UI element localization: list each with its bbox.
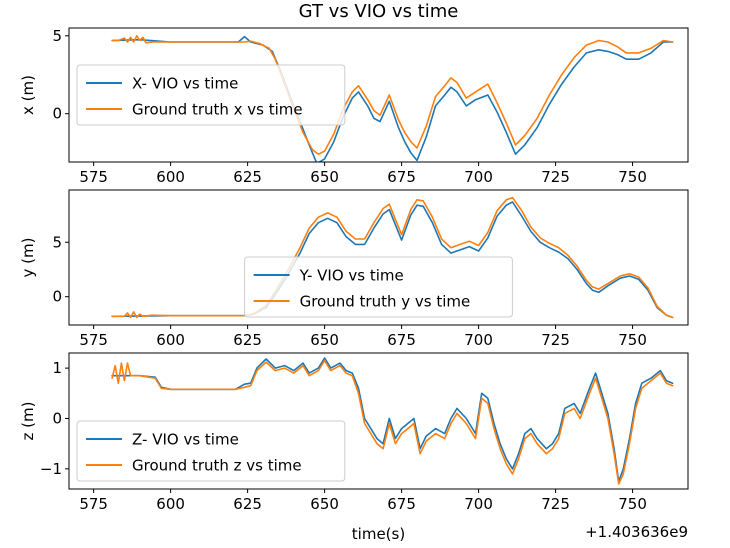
series-line-2-0 xyxy=(111,357,674,483)
y-tick-label: 1 xyxy=(52,359,62,377)
x-tick-label: 575 xyxy=(79,168,108,186)
y-tick-label: −1 xyxy=(40,460,62,478)
panel-0: 575 600 625 650 675 700 725 750 0 5 x (m) X- VIO vs… xyxy=(19,27,689,186)
legend-label: Z- VIO vs time xyxy=(132,431,239,449)
x-tick-label: 600 xyxy=(156,331,185,349)
series-group xyxy=(111,196,674,319)
y-axis-label: x (m) xyxy=(19,75,37,115)
x-tick-label: 725 xyxy=(541,331,570,349)
x-tick-label: 700 xyxy=(464,331,493,349)
x-tick-label: 650 xyxy=(310,495,339,513)
axes-frame xyxy=(68,27,689,163)
x-tick-label: 750 xyxy=(618,331,647,349)
x-tick-label: 600 xyxy=(156,168,185,186)
x-tick-label: 725 xyxy=(541,168,570,186)
y-tick-label: 0 xyxy=(52,105,62,123)
x-tick-label: 675 xyxy=(387,495,416,513)
x-tick-label: 600 xyxy=(156,495,185,513)
y-tick-label: 5 xyxy=(52,27,62,45)
panel-2: 575 600 625 650 675 700 725 750 −1 0 1 z (m) Z- VIO … xyxy=(19,352,689,513)
legend: Y- VIO vs time Ground truth y vs time xyxy=(244,256,513,318)
chart-title: GT vs VIO vs time xyxy=(299,1,459,22)
x-tick-label: 575 xyxy=(79,331,108,349)
x-tick-label: 700 xyxy=(464,168,493,186)
legend-label: Y- VIO vs time xyxy=(299,267,404,285)
x-tick-label: 625 xyxy=(233,168,262,186)
x-tick-label: 625 xyxy=(233,495,262,513)
series-line-1-1 xyxy=(111,196,674,319)
legend-label: Ground truth z vs time xyxy=(132,457,302,475)
x-offset-label: +1.403636e9 xyxy=(585,523,688,541)
x-tick-label: 725 xyxy=(541,495,570,513)
x-axis-label: time(s) xyxy=(352,525,405,543)
x-tick-label: 625 xyxy=(233,331,262,349)
series-line-0-1 xyxy=(111,35,674,155)
x-tick-label: 750 xyxy=(618,168,647,186)
y-axis-label: y (m) xyxy=(19,238,37,278)
x-tick-label: 650 xyxy=(310,168,339,186)
y-axis-label: z (m) xyxy=(19,402,37,441)
legend-box xyxy=(244,256,513,318)
x-tick-label: 750 xyxy=(618,495,647,513)
y-tick-label: 0 xyxy=(52,288,62,306)
series-line-1-0 xyxy=(111,201,674,319)
x-tick-label: 650 xyxy=(310,331,339,349)
x-tick-label: 675 xyxy=(387,331,416,349)
axes-frame xyxy=(68,352,689,490)
series-group xyxy=(111,357,674,485)
legend-box xyxy=(76,64,346,126)
legend: X- VIO vs time Ground truth x vs time xyxy=(76,64,346,126)
axes-frame xyxy=(68,189,689,326)
x-tick-label: 675 xyxy=(387,168,416,186)
legend-label: X- VIO vs time xyxy=(132,75,238,93)
x-tick-label: 575 xyxy=(79,495,108,513)
x-tick-label: 700 xyxy=(464,495,493,513)
series-group xyxy=(111,35,674,162)
panels: 575 600 625 650 675 700 725 750 0 5 x (m) X- VIO vs… xyxy=(19,27,689,513)
legend-box xyxy=(76,420,346,482)
legend-label: Ground truth x vs time xyxy=(132,101,303,119)
y-tick-label: 5 xyxy=(52,233,62,251)
panel-1: 575 600 625 650 675 700 725 750 0 5 y (m) Y- VIO vs… xyxy=(19,189,689,349)
y-tick-label: 0 xyxy=(52,409,62,427)
legend-label: Ground truth y vs time xyxy=(300,293,471,311)
series-line-2-1 xyxy=(111,359,674,485)
legend: Z- VIO vs time Ground truth z vs time xyxy=(76,420,346,482)
